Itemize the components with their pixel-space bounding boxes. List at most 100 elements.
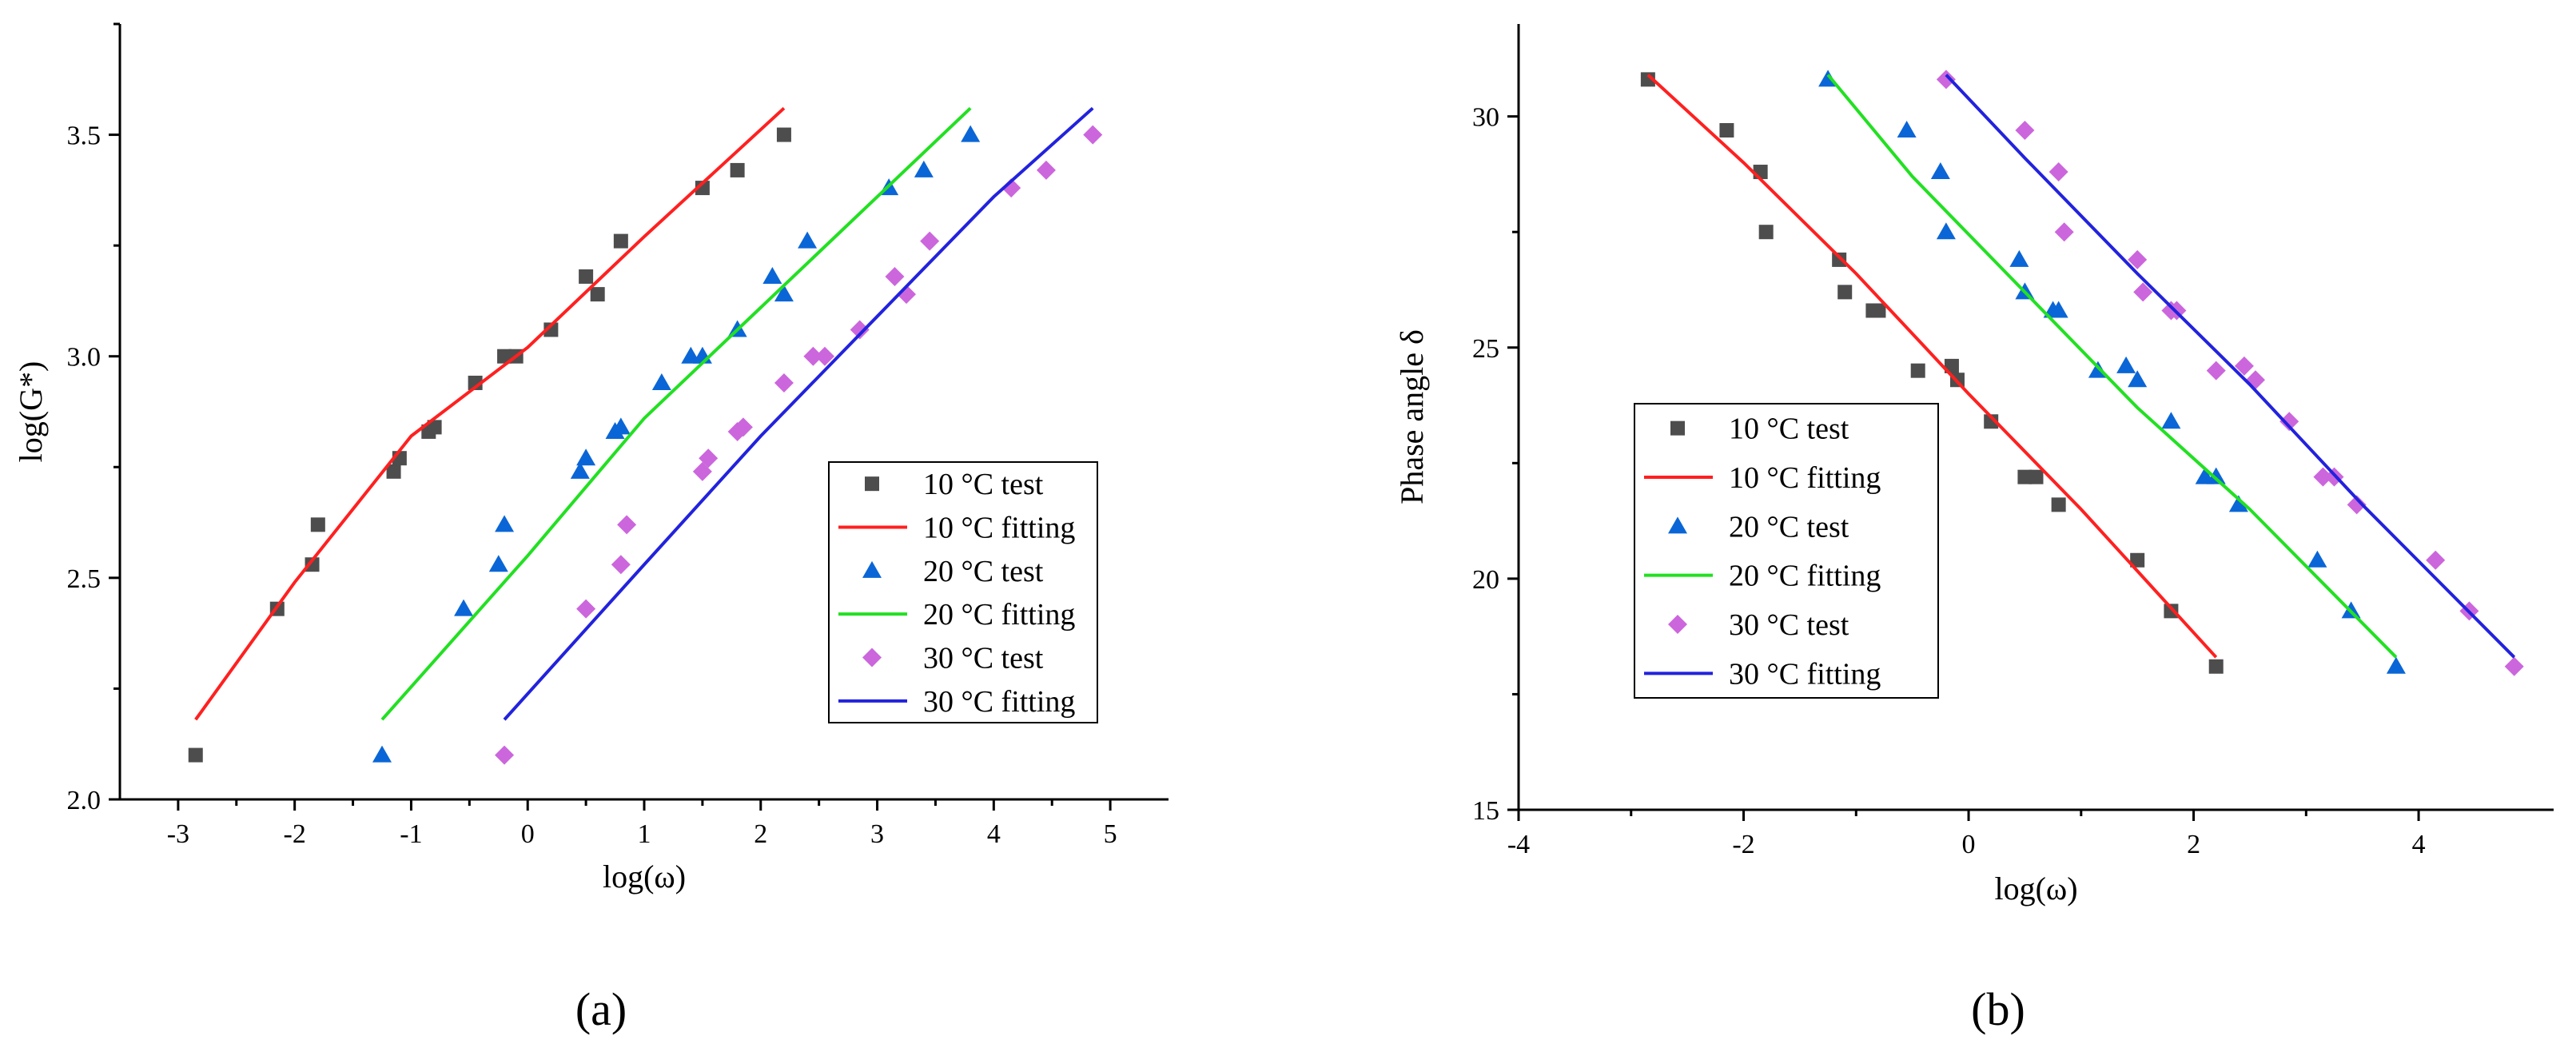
data-point: [2128, 249, 2148, 269]
chart-panel-a: -3 -2 -1 0 1 2 3 4 5 2.0 2.5 3.0 3.5 log(ω) log(G*) 10 …: [13, 22, 1169, 1035]
data-point: [2048, 162, 2068, 182]
data-point: [2133, 282, 2153, 302]
data-point: [611, 555, 631, 575]
data-point: [1984, 414, 1999, 429]
data-point: [850, 320, 870, 340]
data-point: [495, 515, 515, 532]
data-point: [2228, 495, 2248, 512]
data-point: [613, 233, 628, 249]
data-point: [2206, 467, 2226, 484]
data-point: [2279, 412, 2299, 432]
data-point: [1910, 363, 1925, 378]
data-point: [2017, 469, 2033, 484]
x-axis-title: log(ω): [603, 859, 686, 895]
data-point: [920, 231, 940, 251]
fitting-line: [194, 106, 786, 721]
data-point: [1758, 225, 1774, 240]
fitting-line: [1646, 74, 2218, 659]
series-30-c-fitting: [1945, 74, 2516, 659]
data-point: [1753, 165, 1768, 180]
data-point: [733, 417, 753, 437]
y-tick-label: 3.0: [67, 343, 102, 373]
series-30-c-test: [495, 125, 1103, 765]
data-point: [495, 745, 515, 765]
series-10-c-test: [1640, 72, 2224, 674]
data-point: [2504, 656, 2524, 676]
x-tick-label: 4: [2412, 830, 2426, 859]
data-point: [2130, 552, 2145, 568]
y-axis-title: log(G*): [13, 361, 49, 463]
data-point: [2426, 550, 2446, 570]
data-point: [497, 349, 512, 364]
data-point: [2128, 370, 2148, 388]
fitting-line: [380, 106, 972, 721]
data-point: [543, 322, 559, 337]
legend-label: 30 °C test: [923, 642, 1044, 675]
data-point: [2245, 370, 2265, 390]
data-point: [188, 747, 203, 763]
x-tick-label: -4: [1507, 830, 1530, 859]
series-30-c-test: [1936, 70, 2524, 676]
fitting-line: [1826, 74, 2398, 659]
legend-marker-swatch: [862, 560, 882, 578]
data-point: [386, 464, 401, 479]
legend-marker-swatch: [862, 648, 882, 667]
data-point: [776, 127, 791, 142]
data-point: [1936, 70, 1956, 90]
data-point: [2116, 356, 2136, 373]
legend-marker-swatch: [1670, 420, 1685, 436]
x-tick-label: 2: [2187, 830, 2200, 859]
y-tick-label: 30: [1472, 103, 1499, 133]
data-point: [2048, 301, 2068, 318]
data-point: [1640, 72, 1655, 87]
data-point: [427, 420, 442, 435]
data-point: [2313, 467, 2333, 487]
legend-marker-swatch: [1668, 516, 1687, 534]
data-point: [611, 417, 631, 435]
data-point: [885, 266, 905, 286]
y-tick-label: 2.0: [67, 786, 102, 815]
y-tick-label: 3.5: [67, 122, 102, 151]
legend-marker-swatch: [865, 476, 879, 492]
series-10-c-test: [188, 127, 791, 763]
data-point: [814, 346, 834, 366]
fitting-line: [503, 106, 1094, 721]
fitting-line: [1945, 74, 2516, 659]
data-point: [1083, 125, 1103, 145]
data-point: [2347, 495, 2367, 515]
series-10-c-fitting: [1646, 74, 2218, 659]
data-point: [651, 373, 671, 390]
legend-marker-swatch: [1668, 615, 1687, 634]
data-point: [1036, 160, 1056, 180]
data-point: [372, 745, 392, 763]
data-point: [2051, 497, 2066, 512]
data-point: [2029, 469, 2044, 484]
x-tick-label: -3: [167, 819, 189, 849]
x-tick-label: -2: [1732, 830, 1754, 859]
data-point: [617, 515, 637, 535]
data-point: [914, 160, 934, 177]
y-tick-label: 20: [1472, 565, 1499, 595]
data-point: [590, 287, 605, 302]
data-point: [1719, 122, 1734, 137]
legend-label: 20 °C test: [923, 555, 1044, 588]
data-point: [305, 557, 320, 572]
series-20-c-fitting: [1826, 74, 2398, 659]
data-point: [730, 162, 745, 177]
y-tick-label: 15: [1472, 796, 1499, 826]
legend-label: 10 °C fitting: [923, 512, 1075, 545]
chart-panel-b: -4 -2 0 2 4 15 20 25 30 log(ω) Phase angle δ 10 °C …: [1394, 24, 2554, 1035]
legend: 10 °C test 10 °C fitting 20 °C test 20 °C f…: [1634, 403, 1939, 699]
data-point: [2206, 361, 2226, 381]
legend-box: [828, 461, 1098, 723]
x-tick-label: 3: [870, 819, 884, 849]
y-axis-title: Phase angle δ: [1394, 329, 1430, 504]
legend-label: 30 °C fitting: [923, 685, 1075, 719]
data-point: [2234, 356, 2254, 376]
x-tick-label: 0: [1962, 830, 1976, 859]
x-axis-title: log(ω): [1994, 871, 2077, 907]
x-tick-label: -1: [400, 819, 422, 849]
legend-label: 10 °C test: [923, 468, 1044, 501]
legend: 10 °C test 10 °C fitting 20 °C test 20 °C f…: [828, 461, 1098, 723]
